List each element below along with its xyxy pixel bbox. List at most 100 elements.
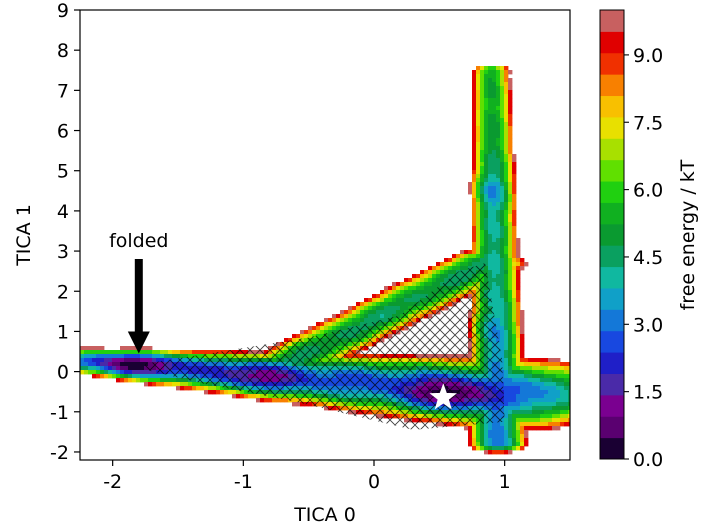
field-cell [484,218,489,223]
field-cell [492,218,497,223]
field-cell [476,442,481,447]
field-cell [496,230,501,235]
field-cell [352,322,357,327]
field-cell [560,398,565,403]
field-cell [528,398,533,403]
annotation-arrow [127,259,150,354]
field-cell [548,398,553,403]
field-cell [484,142,489,147]
field-cell [508,218,513,223]
field-cell [340,326,345,331]
field-cell [508,146,513,151]
field-cell [512,390,517,395]
field-cell [556,370,561,375]
field-cell [500,286,505,291]
field-cell [472,158,477,163]
field-cell [500,182,505,187]
field-cell [384,306,389,311]
field-cell [480,142,485,147]
field-cell [540,366,545,371]
field-cell [500,210,505,215]
field-cell [504,326,509,331]
field-cell [344,322,349,327]
field-cell [128,358,133,363]
colorbar-segment [600,181,624,203]
field-cell [384,310,389,315]
field-cell [492,182,497,187]
field-cell [504,358,509,363]
field-cell [332,318,337,323]
field-cell [496,258,501,263]
field-cell [512,438,517,443]
field-cell [468,250,473,255]
field-cell [480,210,485,215]
field-cell [460,250,465,255]
field-cell [448,266,453,271]
field-cell [508,210,513,215]
field-cell [532,358,537,363]
field-cell [496,438,501,443]
field-cell [412,302,417,307]
field-cell [508,398,513,403]
hatched-area [145,263,505,430]
field-cell [516,306,521,311]
annotation-layer: folded [109,230,169,354]
field-cell [540,418,545,423]
field-cell [160,374,165,379]
field-cell [108,366,113,371]
field-cell [480,242,485,247]
field-cell [480,78,485,83]
field-cell [364,298,369,303]
field-cell [524,374,529,379]
field-cell [476,234,481,239]
field-cell [376,302,381,307]
field-cell [504,238,509,243]
field-cell [500,90,505,95]
field-cell [208,390,213,395]
field-cell [488,190,493,195]
field-cell [476,126,481,131]
field-cell [372,314,377,319]
field-cell [496,118,501,123]
field-cell [556,426,561,431]
field-cell [516,258,521,263]
colorbar: 0.01.53.04.56.07.59.0 [599,9,663,471]
field-cell [508,270,513,275]
field-cell [128,378,133,383]
field-cell [504,254,509,259]
field-cell [472,98,477,103]
field-cell [472,426,477,431]
field-cell [540,426,545,431]
field-cell [152,374,157,379]
field-cell [460,262,465,267]
field-cell [148,358,153,363]
field-cell [476,110,481,115]
field-cell [392,310,397,315]
field-cell [412,286,417,291]
field-cell [564,402,569,407]
field-cell [516,302,521,307]
field-cell [536,358,541,363]
field-cell [396,306,401,311]
field-cell [120,358,125,363]
field-cell [520,258,525,263]
field-cell [512,218,517,223]
field-cell [512,398,517,403]
field-cell [512,154,517,159]
field-cell [372,318,377,323]
field-cell [500,430,505,435]
field-cell [428,270,433,275]
field-cell [492,138,497,143]
field-cell [476,178,481,183]
field-cell [504,78,509,83]
colorbar-segment [600,116,624,139]
field-cell [404,306,409,311]
field-cell [472,78,477,83]
field-cell [504,290,509,295]
field-cell [552,410,557,415]
field-cell [324,326,329,331]
field-cell [484,122,489,127]
field-cell [476,158,481,163]
field-cell [124,346,129,351]
